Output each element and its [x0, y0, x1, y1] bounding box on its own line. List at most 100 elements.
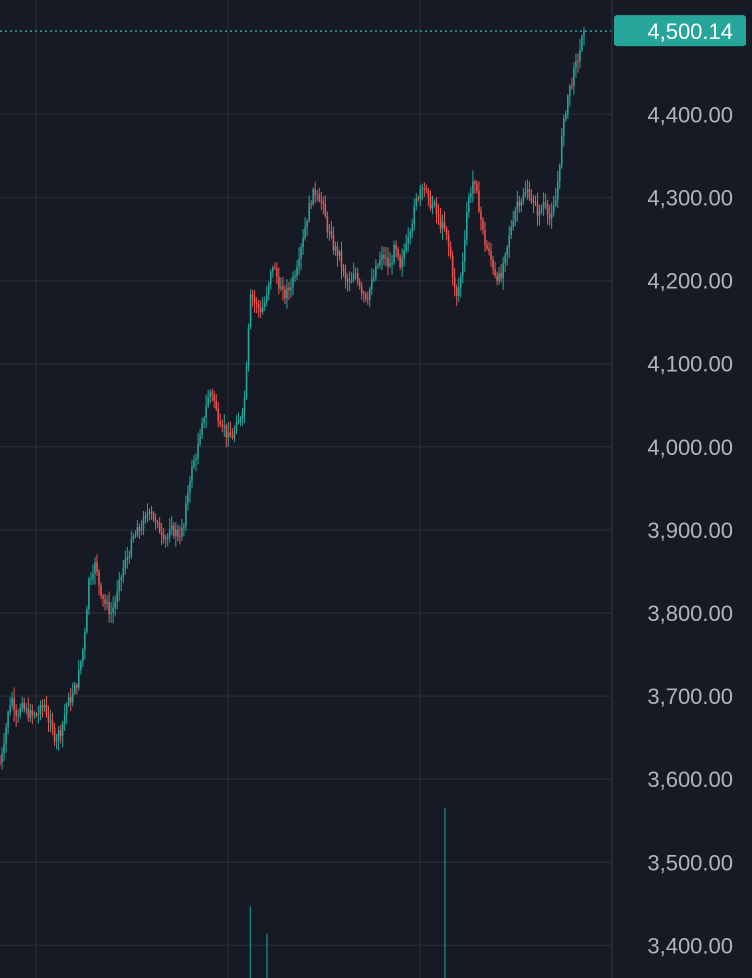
candle-body	[17, 715, 19, 717]
candle	[482, 216, 484, 235]
candle-body	[193, 460, 195, 467]
candle	[185, 495, 187, 531]
candle	[300, 242, 302, 270]
candle	[312, 187, 315, 207]
candle-body	[63, 714, 66, 724]
candle	[11, 691, 13, 709]
candle	[193, 455, 195, 470]
candle	[112, 596, 114, 624]
candle-body	[241, 412, 244, 419]
candle	[221, 419, 224, 433]
candle	[136, 520, 139, 538]
candle-body	[417, 198, 420, 200]
candle	[67, 692, 70, 707]
candle-body	[512, 221, 515, 227]
candle-body	[55, 739, 58, 741]
candle-body	[211, 392, 213, 395]
y-tick-label: 3,500.00	[647, 850, 733, 875]
candle	[37, 705, 40, 724]
candle	[142, 510, 145, 536]
candle	[417, 195, 420, 202]
candle-body	[88, 579, 90, 610]
candle	[310, 199, 312, 209]
candle-body	[482, 219, 484, 230]
candle	[100, 582, 102, 600]
candle-body	[579, 50, 581, 61]
candle	[148, 508, 151, 521]
candle	[15, 704, 17, 727]
candle-body	[484, 229, 486, 245]
candle	[140, 520, 143, 536]
candle-body	[15, 710, 17, 716]
candle-body	[554, 199, 557, 206]
candle-body	[114, 602, 116, 608]
candle-body	[138, 526, 141, 531]
candle-body	[391, 262, 393, 264]
candle-body	[362, 293, 365, 295]
candle	[259, 300, 262, 318]
candle	[138, 523, 141, 539]
candle-body	[498, 273, 500, 281]
candle-body	[100, 584, 102, 596]
candle	[562, 114, 565, 147]
candle-body	[423, 187, 426, 189]
candle	[526, 179, 529, 200]
candle	[261, 296, 264, 315]
candle	[255, 297, 258, 314]
candle	[189, 475, 191, 503]
candle-body	[532, 201, 535, 203]
candle	[128, 550, 131, 564]
candle-body	[472, 181, 474, 194]
candle-body	[490, 251, 492, 260]
candle-body	[51, 720, 54, 728]
candle-body	[581, 36, 583, 51]
candle-body	[31, 710, 34, 715]
candle-body	[439, 216, 442, 229]
candle-body	[195, 458, 197, 461]
candle	[470, 186, 472, 203]
candle	[146, 503, 149, 523]
candle-body	[508, 235, 511, 248]
candle-body	[324, 203, 327, 217]
candle	[583, 27, 585, 46]
candle	[463, 230, 466, 273]
candle-body	[457, 287, 460, 296]
candle-body	[1, 753, 3, 763]
candle	[356, 268, 359, 286]
candle	[243, 390, 246, 424]
candle	[461, 252, 464, 284]
candle-body	[296, 266, 298, 276]
candle	[225, 423, 228, 448]
candle-body	[45, 705, 48, 715]
candle	[134, 530, 137, 539]
candle-body	[108, 602, 110, 615]
candle	[484, 222, 486, 252]
y-tick-label: 3,600.00	[647, 767, 733, 792]
candle	[480, 206, 482, 231]
candle	[433, 199, 436, 208]
candle	[381, 246, 383, 271]
candle	[401, 248, 403, 277]
candle	[492, 255, 494, 275]
candle	[546, 199, 549, 225]
candle	[437, 204, 440, 226]
candle-body	[429, 196, 432, 209]
candle-body	[562, 118, 565, 137]
candle-body	[320, 200, 323, 202]
price-axis[interactable]: 3,400.00 3,500.00 3,600.00 3,700.00 3,800.00…	[647, 102, 733, 958]
candle-body	[80, 661, 82, 670]
candle-body	[546, 204, 549, 215]
candle-body	[59, 730, 62, 736]
candle-body	[544, 202, 547, 205]
candle-body	[441, 222, 444, 229]
candle-body	[419, 189, 422, 199]
candle-body	[276, 268, 278, 277]
candle	[73, 681, 76, 695]
candle	[453, 268, 456, 297]
candle	[352, 262, 355, 283]
candle-body	[288, 287, 290, 291]
candle-body	[41, 705, 44, 708]
candle	[508, 226, 511, 259]
